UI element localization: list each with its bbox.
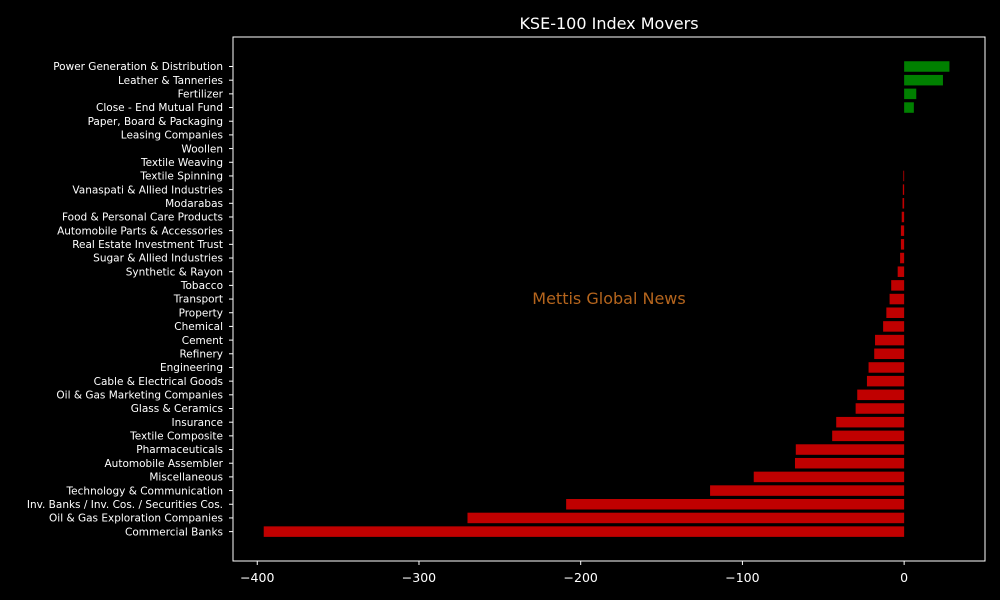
category-label-sugar-allied-industries: Sugar & Allied Industries <box>93 253 223 265</box>
category-label-automobile-parts-accessories: Automobile Parts & Accessories <box>57 225 223 237</box>
watermark-text: Mettis Global News <box>532 289 685 308</box>
bar-glass-ceramics <box>855 403 905 414</box>
bar-transport <box>889 293 905 305</box>
bar-property <box>886 307 905 318</box>
bar-textile-spinning <box>903 170 905 182</box>
category-label-leasing-companies: Leasing Companies <box>121 130 223 142</box>
x-tick-label: 0 <box>900 570 908 585</box>
category-label-power-generation-distribution: Power Generation & Distribution <box>53 61 223 73</box>
chart-title: KSE-100 Index Movers <box>519 14 698 33</box>
bar-cable-electrical-goods <box>866 375 905 387</box>
bar-tobacco <box>891 280 905 291</box>
category-labels: Power Generation & Distribution Leather &… <box>27 61 233 538</box>
category-label-automobile-assembler: Automobile Assembler <box>105 458 224 470</box>
bar-miscellaneous <box>753 471 905 483</box>
bar-oil-gas-exploration-companies <box>467 512 905 524</box>
bar-refinery <box>874 348 905 360</box>
category-label-close-end-mutual-fund: Close - End Mutual Fund <box>96 102 223 114</box>
category-label-leather-tanneries: Leather & Tanneries <box>118 75 223 87</box>
bar-commercial-banks <box>263 526 905 537</box>
category-label-refinery: Refinery <box>179 348 223 360</box>
bar-sugar-allied-industries <box>900 252 905 264</box>
category-label-inv-banks-inv-cos-securities-cos: Inv. Banks / Inv. Cos. / Securities Cos. <box>27 499 223 511</box>
category-label-commercial-banks: Commercial Banks <box>125 526 223 538</box>
category-label-real-estate-investment-trust: Real Estate Investment Trust <box>72 239 223 251</box>
x-tick-label: −300 <box>402 570 436 585</box>
category-label-technology-communication: Technology & Communication <box>66 485 223 497</box>
x-tick-label: −100 <box>725 570 759 585</box>
category-label-cement: Cement <box>182 335 223 347</box>
x-axis-ticks: −400 −300 −200 −100 0 <box>240 561 908 585</box>
bar-automobile-parts-accessories <box>900 225 905 236</box>
category-label-pharmaceuticals: Pharmaceuticals <box>136 444 223 456</box>
bar-inv-banks-inv-cos-securities-cos <box>566 499 905 510</box>
category-label-paper-board-packaging: Paper, Board & Packaging <box>88 116 223 128</box>
bar-fertilizer <box>904 88 917 100</box>
category-label-textile-composite: Textile Composite <box>129 431 223 443</box>
category-label-vanaspati-allied-industries: Vanaspati & Allied Industries <box>72 184 223 196</box>
category-label-glass-ceramics: Glass & Ceramics <box>131 403 223 415</box>
category-label-textile-weaving: Textile Weaving <box>140 157 223 169</box>
bar-textile-composite <box>832 430 905 442</box>
category-label-oil-gas-exploration-companies: Oil & Gas Exploration Companies <box>49 513 223 525</box>
bar-synthetic-rayon <box>897 266 905 277</box>
category-label-modarabas: Modarabas <box>165 198 223 210</box>
bar-engineering <box>868 362 905 373</box>
plot-frame <box>232 36 986 562</box>
bar-oil-gas-marketing-companies <box>857 389 905 401</box>
bar-food-personal-care-products <box>901 211 905 223</box>
bar-real-estate-investment-trust <box>900 239 905 250</box>
bar-insurance <box>836 416 905 428</box>
bar-close-end-mutual-fund <box>904 102 914 113</box>
category-label-woollen: Woollen <box>181 143 223 155</box>
category-label-food-personal-care-products: Food & Personal Care Products <box>62 212 223 224</box>
category-label-cable-electrical-goods: Cable & Electrical Goods <box>94 376 223 388</box>
category-label-miscellaneous: Miscellaneous <box>149 472 223 484</box>
x-tick-label: −400 <box>240 570 274 585</box>
bar-chemical <box>883 321 905 332</box>
bar-automobile-assembler <box>794 457 905 469</box>
bar-vanaspati-allied-industries <box>902 184 905 195</box>
bar-power-generation-distribution <box>904 61 950 72</box>
category-label-tobacco: Tobacco <box>180 280 223 292</box>
bar-pharmaceuticals <box>795 444 905 455</box>
bar-modarabas <box>902 198 905 209</box>
category-label-fertilizer: Fertilizer <box>178 89 224 101</box>
bars-layer <box>263 61 950 537</box>
x-tick-label: −200 <box>564 570 598 585</box>
bar-leather-tanneries <box>904 74 943 86</box>
category-label-transport: Transport <box>173 294 223 306</box>
category-label-insurance: Insurance <box>171 417 223 429</box>
bar-cement <box>875 334 905 346</box>
category-label-synthetic-rayon: Synthetic & Rayon <box>126 266 223 278</box>
category-label-chemical: Chemical <box>174 321 223 333</box>
category-label-oil-gas-marketing-companies: Oil & Gas Marketing Companies <box>56 389 223 401</box>
bar-technology-communication <box>710 485 905 496</box>
category-label-textile-spinning: Textile Spinning <box>139 171 223 183</box>
category-label-property: Property <box>179 307 223 319</box>
category-label-engineering: Engineering <box>160 362 223 374</box>
